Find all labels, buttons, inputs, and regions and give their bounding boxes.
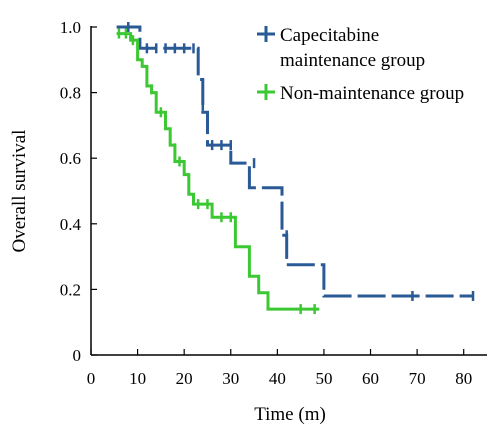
y-tick-label: 0 — [73, 346, 82, 365]
x-tick-label: 70 — [409, 369, 426, 388]
y-tick-label: 0.4 — [60, 215, 82, 234]
legend-label: Non-maintenance group — [280, 83, 464, 104]
x-tick-label: 80 — [455, 369, 472, 388]
series-line — [116, 25, 473, 298]
axes: 0 10 20 30 40 50 60 70 80 0 0.2 0.4 0.6 0.8 1.0 — [60, 18, 487, 388]
x-tick-label: 50 — [315, 369, 332, 388]
y-tick-label: 0.8 — [60, 84, 81, 103]
legend-label: maintenance group — [280, 50, 425, 71]
legend-item-1: Capecitabine maintenance group — [257, 25, 425, 71]
x-tick-label: 40 — [269, 369, 286, 388]
series-2 — [116, 28, 320, 315]
x-axis-label: Time (m) — [254, 404, 326, 425]
legend: Capecitabine maintenance group Non-mainten… — [257, 25, 464, 104]
x-tick-label: 10 — [129, 369, 146, 388]
x-tick-label: 60 — [362, 369, 379, 388]
series-1 — [116, 22, 475, 301]
legend-label: Capecitabine — [280, 25, 379, 46]
legend-item-2: Non-maintenance group — [257, 83, 464, 104]
y-tick-label: 0.2 — [60, 280, 81, 299]
x-tick-label: 30 — [222, 369, 239, 388]
x-tick-label: 0 — [87, 369, 96, 388]
y-axis-label: Overall survival — [9, 130, 30, 253]
y-tick-label: 1.0 — [60, 18, 81, 37]
y-tick-label: 0.6 — [60, 149, 81, 168]
series-layer — [116, 22, 475, 315]
x-tick-label: 20 — [176, 369, 193, 388]
series-line — [116, 32, 320, 311]
